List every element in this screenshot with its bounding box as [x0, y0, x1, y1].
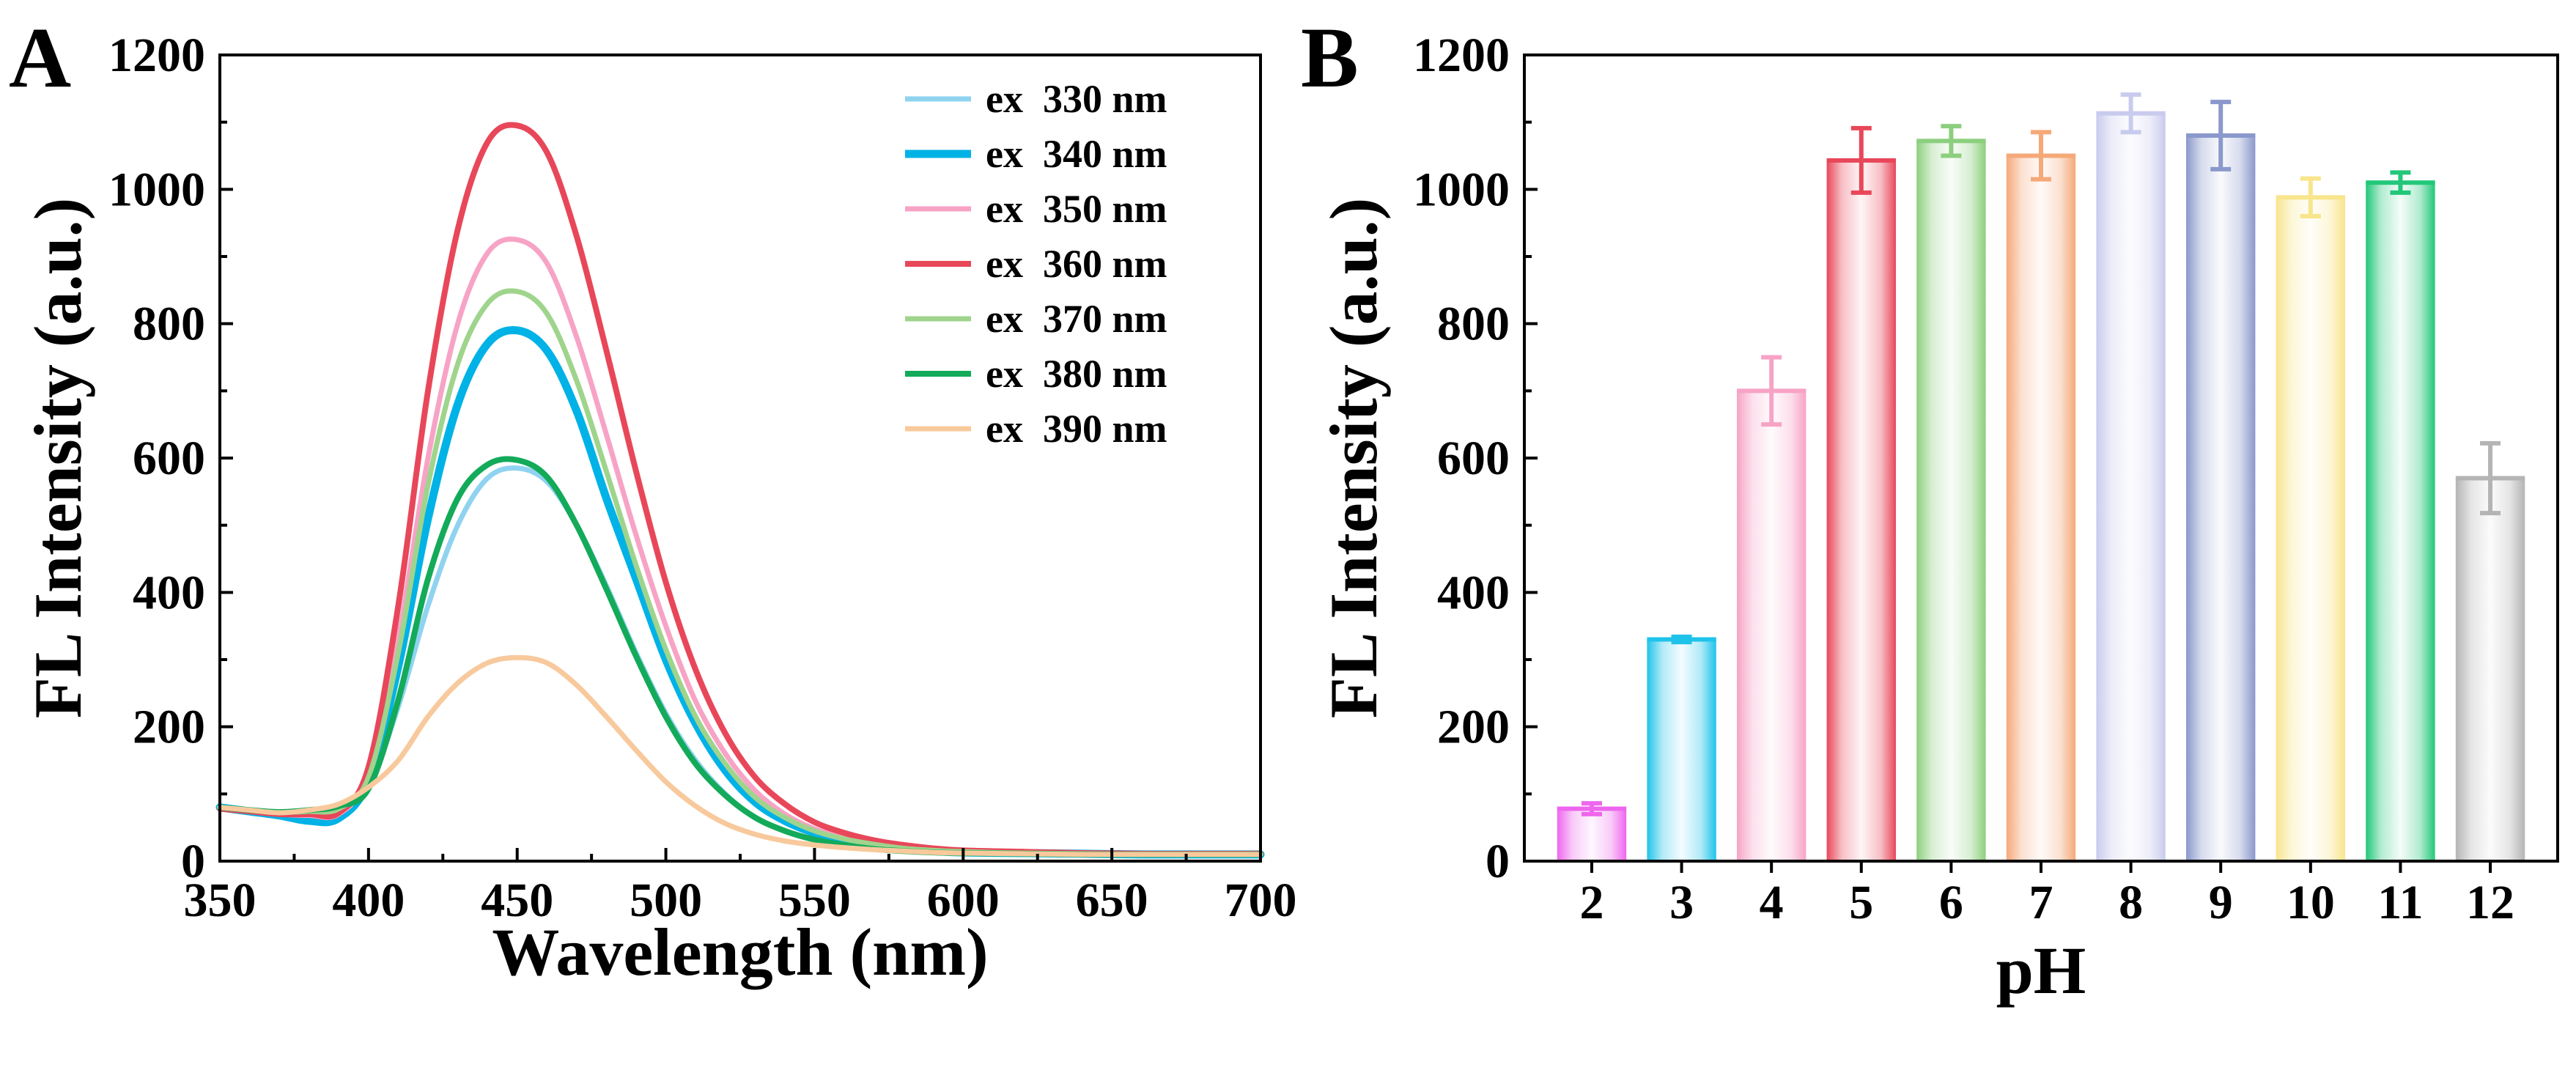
- y-tick-label: 0: [1486, 835, 1510, 888]
- x-tick-label: 3: [1669, 876, 1694, 929]
- series-line-5: [217, 456, 1263, 857]
- x-tick-label: 12: [2466, 876, 2514, 929]
- x-tick-label: 600: [927, 874, 1000, 927]
- y-tick-label: 0: [181, 835, 205, 888]
- y-tick-label: 800: [1437, 298, 1510, 351]
- legend-label: ex 370 nm: [986, 297, 1167, 341]
- y-tick-label: 1000: [108, 163, 205, 216]
- x-tick-label: 5: [1849, 876, 1873, 929]
- panel-a-series-lines: [215, 122, 1265, 859]
- panel-b-ticks: 2 3 4 5 6 7 8 9 10 11 12 0 200 400 600 800 1000 1200: [1413, 29, 2514, 929]
- panel-a-legend: ex 330 nm ex 340 nm ex 350 nm ex 360 nm ex 3…: [905, 77, 1167, 451]
- legend-label: ex 340 nm: [986, 132, 1167, 176]
- x-tick-label: 700: [1225, 874, 1297, 927]
- panel-b-bars: [1557, 92, 2525, 862]
- x-tick-label: 2: [1579, 876, 1603, 929]
- panel-b-y-axis-title: FL Intensity (a.u.): [1316, 198, 1391, 719]
- panel-a-y-axis-title: FL Intensity (a.u.): [21, 198, 95, 719]
- y-tick-label: 600: [1437, 432, 1510, 485]
- x-tick-label: 11: [2377, 876, 2423, 929]
- bar-ph-3: [1647, 639, 1716, 861]
- panel-b-bar-chart: 2 3 4 5 6 7 8 9 10 11 12 0 200 400 600 800 1000 1200 pH F…: [1316, 29, 2559, 1008]
- y-tick-label: 200: [1437, 701, 1510, 754]
- panel-b-x-axis-title: pH: [1996, 933, 2086, 1008]
- bar-ph-10: [2276, 197, 2346, 861]
- y-tick-label: 1000: [1413, 163, 1510, 216]
- x-tick-label: 9: [2209, 876, 2233, 929]
- bar-ph-2: [1557, 808, 1627, 861]
- legend-label: ex 390 nm: [986, 407, 1167, 451]
- y-tick-label: 400: [1437, 566, 1510, 619]
- panel-a-line-chart: 350 400 450 500 550 600 650 700 0 200 400 600 800 100…: [21, 29, 1297, 989]
- y-tick-label: 800: [133, 298, 205, 351]
- bar-ph-8: [2096, 113, 2166, 861]
- panel-a-x-axis-title: Wavelength (nm): [492, 915, 988, 989]
- bar-ph-6: [1916, 141, 1986, 862]
- bar-ph-5: [1826, 160, 1896, 861]
- x-tick-label: 350: [184, 874, 257, 927]
- x-tick-label: 4: [1760, 876, 1784, 929]
- legend-label: ex 350 nm: [986, 187, 1167, 231]
- x-tick-label: 500: [630, 874, 702, 927]
- bar-ph-4: [1736, 391, 1806, 861]
- x-tick-label: 10: [2287, 876, 2335, 929]
- y-tick-label: 400: [133, 566, 205, 619]
- y-tick-label: 1200: [108, 29, 205, 82]
- bar-ph-11: [2366, 182, 2435, 861]
- y-tick-label: 200: [133, 701, 205, 754]
- series-line-6: [217, 654, 1263, 857]
- y-tick-label: 1200: [1413, 29, 1510, 82]
- x-tick-label: 550: [778, 874, 851, 927]
- bar-ph-9: [2186, 136, 2256, 861]
- panel-a-letter: A: [9, 10, 71, 106]
- x-tick-label: 7: [2029, 876, 2053, 929]
- x-tick-label: 400: [332, 874, 405, 927]
- y-tick-label: 600: [133, 432, 205, 485]
- series-line-0: [217, 465, 1263, 857]
- bar-ph-7: [2006, 155, 2076, 861]
- legend-label: ex 380 nm: [986, 352, 1167, 396]
- legend-label: ex 330 nm: [986, 77, 1167, 121]
- x-tick-label: 650: [1076, 874, 1148, 927]
- x-tick-label: 450: [481, 874, 553, 927]
- bar-ph-12: [2455, 478, 2525, 861]
- x-tick-label: 6: [1939, 876, 1963, 929]
- x-tick-label: 8: [2119, 876, 2143, 929]
- panel-b-letter: B: [1301, 10, 1359, 106]
- legend-label: ex 360 nm: [986, 242, 1167, 286]
- panel-a-ticks: 350 400 450 500 550 600 650 700 0 200 400 600 800 100…: [108, 29, 1297, 927]
